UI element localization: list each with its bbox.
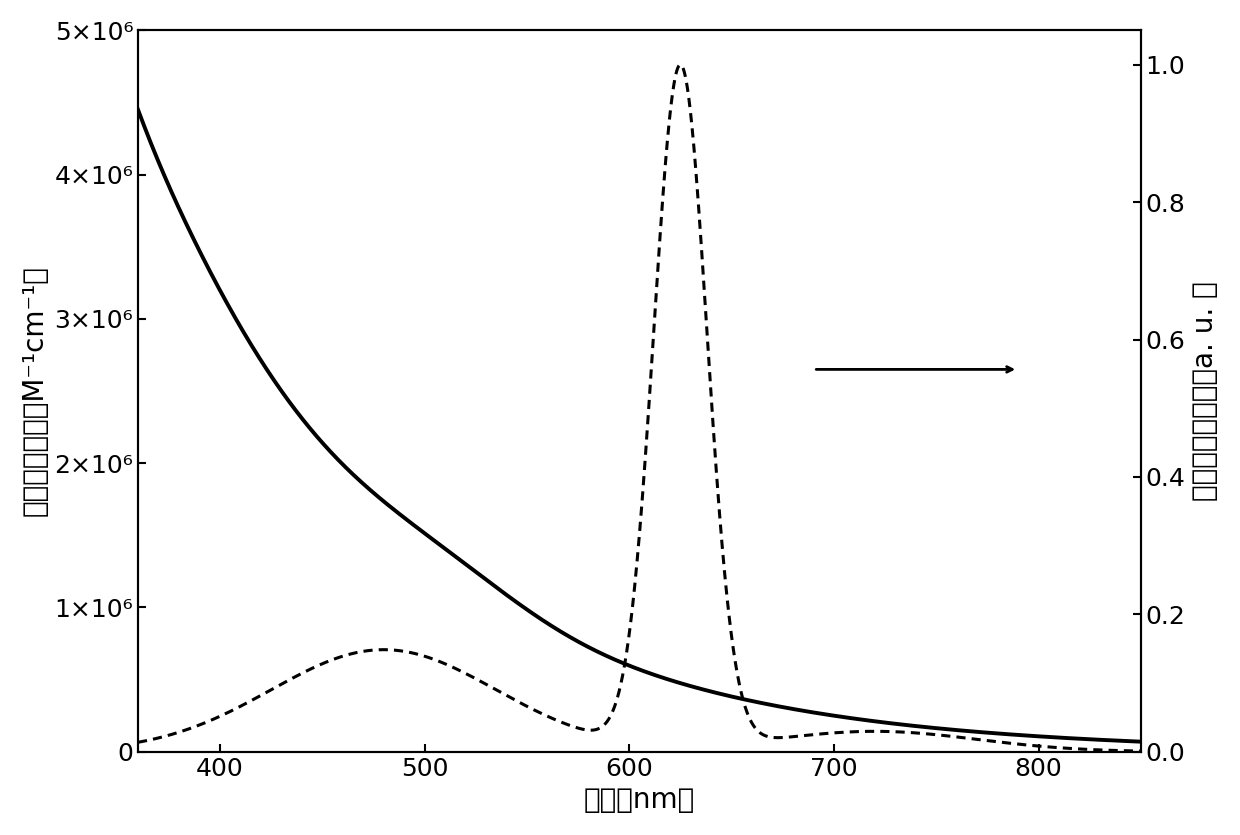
- X-axis label: 波长（nm）: 波长（nm）: [584, 787, 696, 814]
- Y-axis label: 归一化荧光强度（a. u. ）: 归一化荧光强度（a. u. ）: [1192, 281, 1219, 501]
- Y-axis label: 摩尔消光系数（M⁻¹cm⁻¹）: 摩尔消光系数（M⁻¹cm⁻¹）: [21, 266, 48, 517]
